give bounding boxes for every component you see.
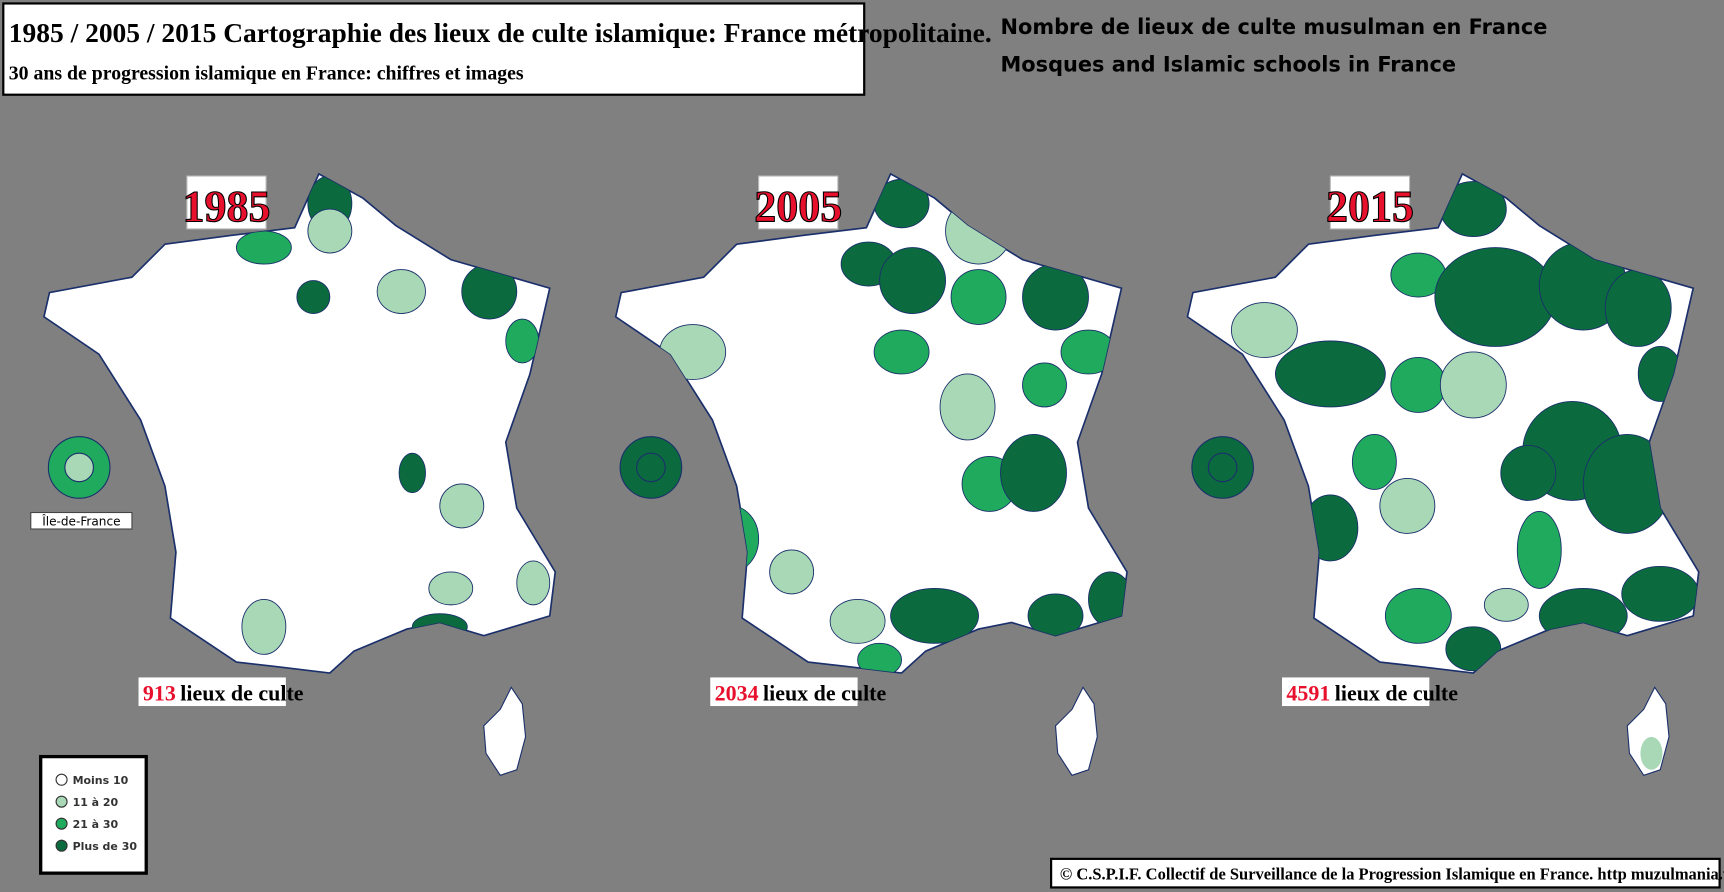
ile-de-france-core [636, 452, 666, 483]
department-region [1604, 269, 1672, 347]
heading: Mosques and Islamic schools in France [1001, 53, 1457, 77]
title: 1985 / 2005 / 2015 Cartographie des lieu… [9, 18, 992, 48]
legend-label: Plus de 30 [73, 840, 138, 853]
department-region [1640, 736, 1663, 770]
department-region [398, 452, 426, 494]
department-region [879, 247, 947, 314]
count-unit: lieux de culte [180, 681, 304, 706]
department-region [505, 318, 540, 364]
department-region [1022, 362, 1067, 408]
department-region [1274, 340, 1386, 408]
department-region [1230, 302, 1298, 358]
count: 2034 [715, 681, 759, 706]
count-box [710, 677, 858, 707]
count-box [1282, 677, 1430, 707]
department-region [1351, 434, 1397, 490]
legend-label: 21 à 30 [73, 818, 119, 831]
count-label: 4591 lieux de culte [1286, 681, 1458, 706]
year: 2015 [1326, 182, 1414, 231]
subtitle: 30 ans de progression islamique en Franc… [9, 62, 524, 84]
legend-label: Moins 10 [73, 774, 129, 787]
department-region [241, 598, 287, 655]
department-region [296, 280, 331, 314]
ile-de-france-core [64, 452, 95, 483]
department-region [1434, 247, 1557, 347]
department-region [307, 208, 353, 254]
year: 1985 [183, 182, 271, 231]
legend-swatch [55, 817, 68, 830]
department-region [950, 269, 1007, 325]
department-region [516, 560, 551, 606]
france-map: 2005 2034 lieux de culte [614, 173, 1128, 776]
department-region [857, 642, 903, 674]
count-label: 2034 lieux de culte [715, 681, 887, 706]
year-box [1329, 175, 1411, 230]
legend-label: 11 à 20 [73, 796, 119, 809]
department-region [890, 587, 979, 644]
regions [1230, 181, 1699, 672]
legend-swatch [55, 773, 68, 786]
department-region [873, 329, 930, 375]
department-region [1621, 565, 1699, 622]
department-region [1390, 357, 1447, 413]
department-region [1516, 510, 1562, 589]
inset-label: Île-de-France [41, 514, 120, 529]
department-region [1445, 626, 1502, 672]
department-region [769, 549, 815, 595]
count-unit: lieux de culte [1335, 681, 1459, 706]
department-region [939, 373, 996, 441]
regions [659, 178, 1127, 674]
department-region [1379, 477, 1436, 534]
department-region [235, 230, 292, 265]
count-label: 913 lieux de culte [143, 681, 304, 706]
credit-box [1050, 857, 1721, 889]
count-box [138, 677, 286, 707]
count: 4591 [1286, 681, 1330, 706]
credit: © C.S.P.I.F. Collectif de Surveillance d… [1060, 865, 1724, 884]
department-region [1483, 587, 1529, 622]
count: 913 [143, 681, 176, 706]
department-region [428, 571, 474, 606]
ile-de-france-core [1207, 452, 1238, 483]
year-box [758, 175, 839, 230]
department-region [1384, 587, 1452, 644]
department-region [1439, 351, 1507, 419]
department-region [1000, 434, 1067, 512]
department-region [376, 269, 426, 314]
legend-swatch [55, 839, 68, 852]
legend-swatch [55, 795, 68, 808]
title-box [2, 2, 866, 96]
heading: Nombre de lieux de culte musulman en Fra… [1001, 15, 1548, 39]
count-unit: lieux de culte [763, 681, 887, 706]
france-map: 1985 913 lieux de culte [43, 173, 557, 776]
department-region [439, 483, 485, 529]
department-region [1500, 445, 1557, 501]
department-region [829, 598, 886, 644]
inset-label-box [30, 511, 133, 530]
legend: Moins 10 11 à 20 21 à 30 Plus de 30 [55, 773, 138, 853]
regions [235, 175, 551, 655]
year-box [186, 175, 267, 230]
france-map: 2015 4591 lieux de culte [1186, 173, 1700, 776]
year: 2005 [754, 182, 842, 231]
